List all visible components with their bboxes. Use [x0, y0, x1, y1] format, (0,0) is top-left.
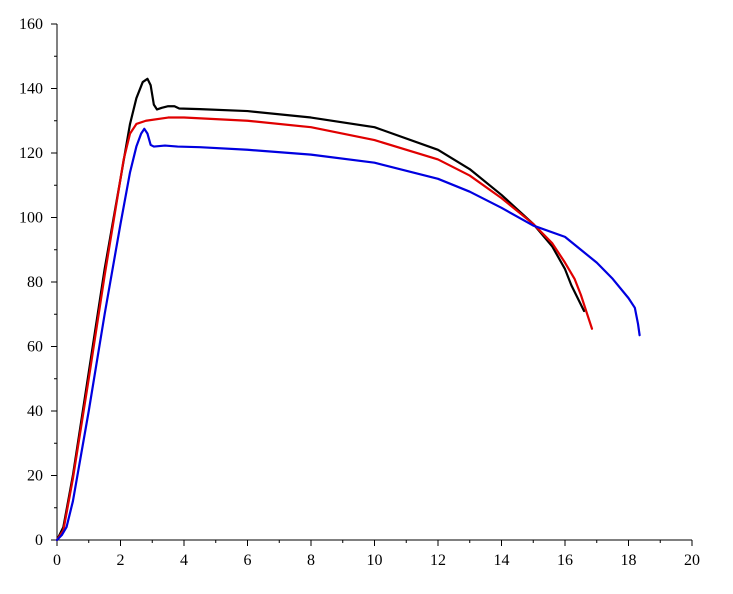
labels-layer: 0 2 4 6 8 10 12 14 16 18 20 0 20 40 60 80 100 120 140 160: [19, 16, 700, 569]
y-tick-label: 140: [19, 81, 43, 98]
x-tick-label: 8: [307, 552, 315, 569]
x-tick-label: 12: [430, 552, 446, 569]
y-tick-label: 120: [19, 145, 43, 162]
y-tick-label: 160: [19, 16, 43, 33]
axes-layer: [51, 23, 693, 546]
y-tick-label: 0: [35, 532, 43, 549]
x-tick-label: 18: [621, 552, 637, 569]
y-tick-label: 20: [27, 468, 43, 485]
x-tick-label: 14: [494, 552, 510, 569]
x-tick-label: 20: [684, 552, 700, 569]
x-tick-label: 2: [117, 552, 125, 569]
blue-series-line: [55, 127, 641, 542]
x-tick-label: 10: [367, 552, 383, 569]
x-tick-label: 4: [180, 552, 188, 569]
y-tick-label: 80: [27, 274, 43, 291]
x-tick-label: 6: [244, 552, 252, 569]
y-tick-label: 100: [19, 210, 43, 227]
x-tick-label: 0: [53, 552, 61, 569]
series-layer: [55, 77, 641, 542]
red-series-line: [55, 116, 594, 542]
y-tick-label: 60: [27, 339, 43, 356]
y-tick-label: 40: [27, 403, 43, 420]
x-tick-label: 16: [557, 552, 573, 569]
